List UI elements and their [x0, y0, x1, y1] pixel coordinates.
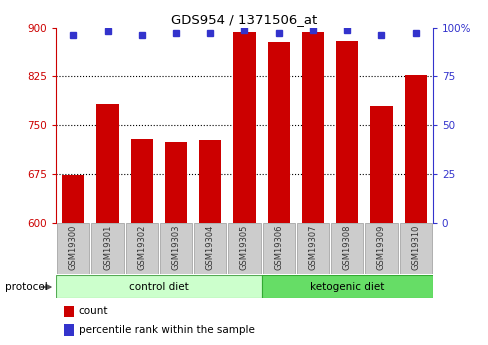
Bar	[63, 306, 74, 317]
Text: GSM19301: GSM19301	[103, 225, 112, 270]
Bar	[125, 223, 158, 274]
Bar	[199, 140, 221, 223]
Bar	[399, 223, 431, 274]
Bar	[330, 223, 363, 274]
Text: GSM19303: GSM19303	[171, 225, 180, 270]
Bar	[365, 223, 397, 274]
Bar	[228, 223, 260, 274]
Bar	[56, 275, 261, 298]
Bar	[194, 223, 226, 274]
Bar	[369, 106, 392, 223]
Bar	[62, 175, 84, 223]
Text: count: count	[79, 306, 108, 316]
Text: GSM19309: GSM19309	[376, 225, 385, 270]
Text: GSM19305: GSM19305	[240, 225, 248, 270]
Text: control diet: control diet	[129, 282, 188, 292]
Text: GSM19302: GSM19302	[137, 225, 146, 270]
Text: percentile rank within the sample: percentile rank within the sample	[79, 325, 254, 335]
Bar	[261, 275, 432, 298]
Text: GSM19304: GSM19304	[205, 225, 214, 270]
Bar	[164, 142, 187, 223]
Bar	[262, 223, 294, 274]
Bar	[130, 139, 153, 223]
Text: GSM19310: GSM19310	[410, 225, 419, 270]
Bar	[301, 32, 324, 223]
Text: GSM19307: GSM19307	[308, 225, 317, 270]
Text: protocol: protocol	[5, 282, 47, 292]
Bar	[296, 223, 328, 274]
Text: ketogenic diet: ketogenic diet	[309, 282, 384, 292]
Bar	[267, 42, 289, 223]
Bar	[96, 104, 119, 223]
Bar	[63, 325, 74, 336]
Text: GSM19300: GSM19300	[69, 225, 78, 270]
Bar	[233, 32, 255, 223]
Bar	[57, 223, 89, 274]
Bar	[404, 75, 426, 223]
Text: GSM19306: GSM19306	[274, 225, 283, 270]
Bar	[335, 41, 358, 223]
Bar	[91, 223, 123, 274]
Text: GSM19308: GSM19308	[342, 225, 351, 270]
Bar	[160, 223, 192, 274]
Title: GDS954 / 1371506_at: GDS954 / 1371506_at	[171, 13, 317, 27]
